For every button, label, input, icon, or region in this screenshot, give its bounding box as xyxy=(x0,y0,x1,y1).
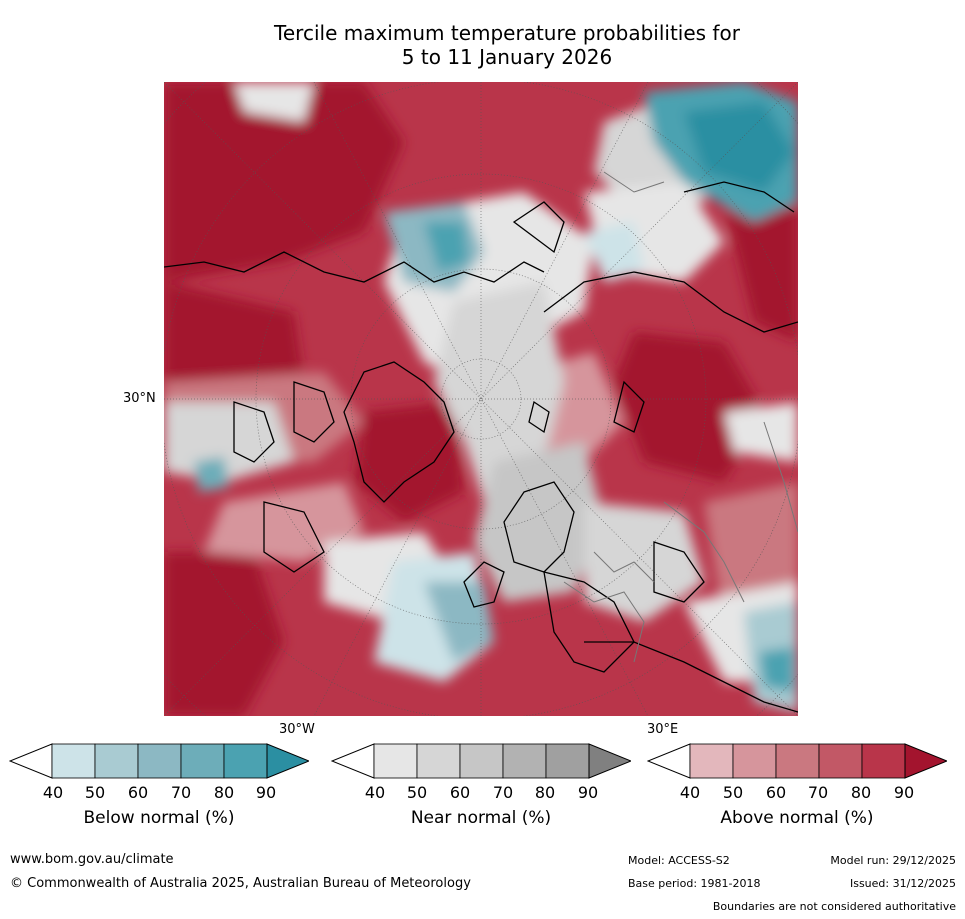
colorbar-near-normal-segment xyxy=(459,743,504,779)
tick-near-40: 40 xyxy=(364,783,386,802)
tick-below-70: 70 xyxy=(170,783,192,802)
colorbar-near-normal-segment xyxy=(502,743,547,779)
tick-above-90: 90 xyxy=(893,783,915,802)
tick-above-70: 70 xyxy=(807,783,829,802)
tick-above-80: 80 xyxy=(850,783,872,802)
colorbar-above-normal-over-triangle xyxy=(904,743,947,779)
colorbar-below-normal-segment xyxy=(94,743,139,779)
tick-below-90: 90 xyxy=(255,783,277,802)
country-borders xyxy=(563,171,798,663)
colorbar-above-normal-segment xyxy=(689,743,734,779)
colorbar-near-normal-segment xyxy=(416,743,461,779)
lon-label-30e: 30°E xyxy=(647,722,679,737)
tick-above-40: 40 xyxy=(679,783,701,802)
colorbar-above-normal xyxy=(647,743,947,779)
colorbar-near-normal-segment xyxy=(545,743,590,779)
legend-label-near-normal: Near normal (%) xyxy=(410,808,552,828)
colorbar-below-normal-svg xyxy=(9,743,309,779)
tick-above-60: 60 xyxy=(765,783,787,802)
model-run-text: Model run: 29/12/2025 xyxy=(830,854,956,867)
colorbar-below-normal-segment xyxy=(180,743,225,779)
colorbar-near-normal-segment xyxy=(373,743,418,779)
lat-label-30n: 30°N xyxy=(123,391,156,406)
colorbar-above-normal-segment xyxy=(861,743,906,779)
coastlines xyxy=(164,181,798,713)
colorbar-above-normal-segment xyxy=(775,743,820,779)
graticule xyxy=(164,82,798,716)
colorbar-below-normal-segment xyxy=(51,743,96,779)
tick-near-50: 50 xyxy=(406,783,428,802)
title-line-1: Tercile maximum temperature probabilitie… xyxy=(274,21,740,45)
tick-below-80: 80 xyxy=(213,783,235,802)
model-text: Model: ACCESS-S2 xyxy=(628,854,730,867)
colorbar-below-normal-segment xyxy=(137,743,182,779)
base-period-text: Base period: 1981-2018 xyxy=(628,877,761,890)
colorbar-near-normal-under-triangle xyxy=(331,743,375,779)
tick-below-60: 60 xyxy=(127,783,149,802)
colorbar-near-normal-svg xyxy=(331,743,631,779)
tick-below-50: 50 xyxy=(84,783,106,802)
lon-label-30w: 30°W xyxy=(279,722,315,737)
tick-near-80: 80 xyxy=(534,783,556,802)
website-text: www.bom.gov.au/climate xyxy=(10,852,174,867)
tick-near-70: 70 xyxy=(492,783,514,802)
tick-above-50: 50 xyxy=(722,783,744,802)
colorbar-below-normal xyxy=(9,743,309,779)
legend-label-above-normal: Above normal (%) xyxy=(720,808,874,828)
tick-below-40: 40 xyxy=(42,783,64,802)
title-line-2: 5 to 11 January 2026 xyxy=(401,45,613,69)
colorbar-below-normal-segment xyxy=(223,743,268,779)
disclaimer-text: Boundaries are not considered authoritat… xyxy=(712,900,956,913)
colorbar-above-normal-svg xyxy=(647,743,947,779)
colorbar-near-normal xyxy=(331,743,631,779)
probability-map xyxy=(164,82,798,716)
map-title: Tercile maximum temperature probabilitie… xyxy=(0,21,965,69)
copyright-text: © Commonwealth of Australia 2025, Austra… xyxy=(10,876,471,891)
issued-text: Issued: 31/12/2025 xyxy=(849,877,956,890)
colorbar-above-normal-under-triangle xyxy=(647,743,691,779)
colorbar-below-normal-over-triangle xyxy=(266,743,309,779)
colorbar-near-normal-over-triangle xyxy=(588,743,631,779)
colorbar-above-normal-segment xyxy=(818,743,863,779)
colorbar-below-normal-under-triangle xyxy=(9,743,53,779)
map-canvas xyxy=(164,82,798,716)
colorbar-above-normal-segment xyxy=(732,743,777,779)
tick-near-60: 60 xyxy=(449,783,471,802)
legend-label-below-normal: Below normal (%) xyxy=(83,808,235,828)
tick-near-90: 90 xyxy=(577,783,599,802)
